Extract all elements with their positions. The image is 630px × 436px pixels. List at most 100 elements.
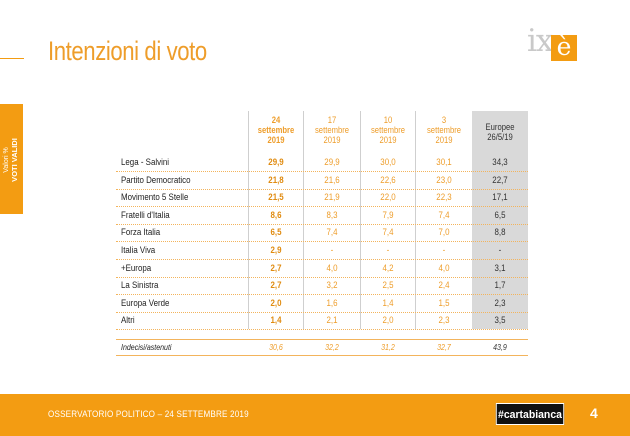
indecisi-cell: 30,6 [269,343,283,352]
table-cell: 4,0 [438,262,450,273]
row-divider [116,276,528,278]
row-label: Movimento 5 Stelle [121,192,189,203]
table-cell: 2,0 [382,315,394,326]
table-cell: 21,6 [324,174,340,185]
column-header-2: 10 settembre 2019 [364,115,412,145]
side-tab-label: Valori % VOTI VALIDI [3,138,19,182]
row-divider [116,259,528,260]
table-cell: 2,1 [326,315,338,326]
indecisi-cell: 31,2 [381,343,395,352]
table-cell: 7,4 [382,227,394,238]
column-header-line: 26/5/19 [487,132,513,142]
column-header-line: 2019 [379,135,397,145]
column-header-line: Europee [485,122,515,132]
column-header-line: settembre [257,125,295,135]
row-divider [116,329,528,331]
table-cell: 1,4 [270,315,282,326]
column-header-line: 2019 [435,135,453,145]
table-cell: 21,5 [268,192,284,203]
row-divider [116,171,528,172]
table-cell: 1,5 [438,297,450,308]
table-cell: 21,9 [324,192,340,203]
table-cell: 21,8 [268,174,284,185]
row-divider [116,206,528,208]
table-cell: 2,4 [438,280,450,291]
table-cell: 2,3 [438,315,450,326]
column-header-1: 17 settembre 2019 [308,115,356,145]
column-header-line: 24 [271,115,281,125]
cartabianca-brand: #cartabianca [495,403,565,425]
column-header-line: settembre [370,125,406,135]
row-label: La Sinistra [121,280,159,291]
table-cell: 22,3 [436,192,452,203]
table-cell: 6,5 [494,209,506,220]
side-tab [0,104,23,214]
row-divider [116,294,528,296]
row-label: Italia Viva [121,245,156,255]
table-cell: 8,6 [270,209,282,220]
table-cell: 1,6 [326,297,338,308]
column-header-4: Europee 26/5/19 [476,122,524,142]
column-box-10 [360,111,416,329]
table-cell: 2,7 [270,262,282,273]
column-header-line: 2019 [267,135,285,145]
indecisi-cell: 32,2 [325,343,339,352]
row-divider [116,223,528,225]
indecisi-cell: 43,9 [493,343,507,352]
table-cell: 3,5 [494,315,506,326]
table-cell: 7,4 [438,209,450,220]
row-divider [116,241,528,243]
table-cell: 22,6 [380,174,396,185]
table-cell: 2,3 [494,297,506,308]
table-cell: 23,0 [436,174,452,185]
table-cell: - [330,245,334,255]
table-cell: 7,9 [382,209,394,220]
europee-column-bg [472,111,528,329]
table-cell: 8,8 [494,227,506,238]
title-rule [0,58,24,59]
row-label: Altri [121,315,135,326]
logo-box: è [551,34,577,61]
column-header-line: 17 [327,115,337,125]
indecisi-cell: 32,7 [437,343,451,352]
table-cell: 4,0 [326,262,338,273]
table-cell: - [386,245,390,255]
table-cell: 4,2 [382,262,394,273]
column-header-line: 2019 [323,135,341,145]
row-label: +Europa [121,262,152,273]
table-cell: 3,1 [494,262,506,273]
table-cell: 2,0 [270,297,282,308]
column-box-24 [248,111,304,329]
column-header-line: 3 [441,115,447,125]
table-cell: 3,2 [326,280,338,291]
row-label: Partito Democratico [121,174,191,185]
page-number: 4 [590,405,598,421]
table-cell: 2,7 [270,280,282,291]
table-cell: 6,5 [270,227,282,238]
column-header-line: settembre [314,125,350,135]
table-cell: 1,7 [494,280,506,291]
row-divider [116,311,528,313]
logo-text: ix [527,23,553,59]
table-cell: 30,0 [380,157,396,167]
row-label: Fratelli d'Italia [121,209,170,220]
table-cell: 22,0 [380,192,396,203]
table-cell: 8,3 [326,209,338,220]
ixe-logo: ix è [527,23,579,61]
row-label: Forza Italia [121,227,161,238]
table-cell: 29,9 [324,157,340,167]
table-cell: - [442,245,446,255]
column-header-3: 3 settembre 2019 [420,115,468,145]
row-divider [116,188,528,190]
table-cell: 29,9 [268,157,284,167]
table-cell: 34,3 [492,157,508,167]
column-header-line: 10 [383,115,393,125]
column-header-0: 24 settembre 2019 [252,115,300,145]
indecisi-row-box [116,339,528,356]
column-header-line: settembre [426,125,462,135]
side-tab-line2: VOTI VALIDI [10,138,19,182]
row-label: Lega - Salvini [121,157,170,167]
table-cell: 1,4 [382,297,394,308]
table-cell: 17,1 [492,192,508,203]
row-label: Europa Verde [121,297,170,308]
